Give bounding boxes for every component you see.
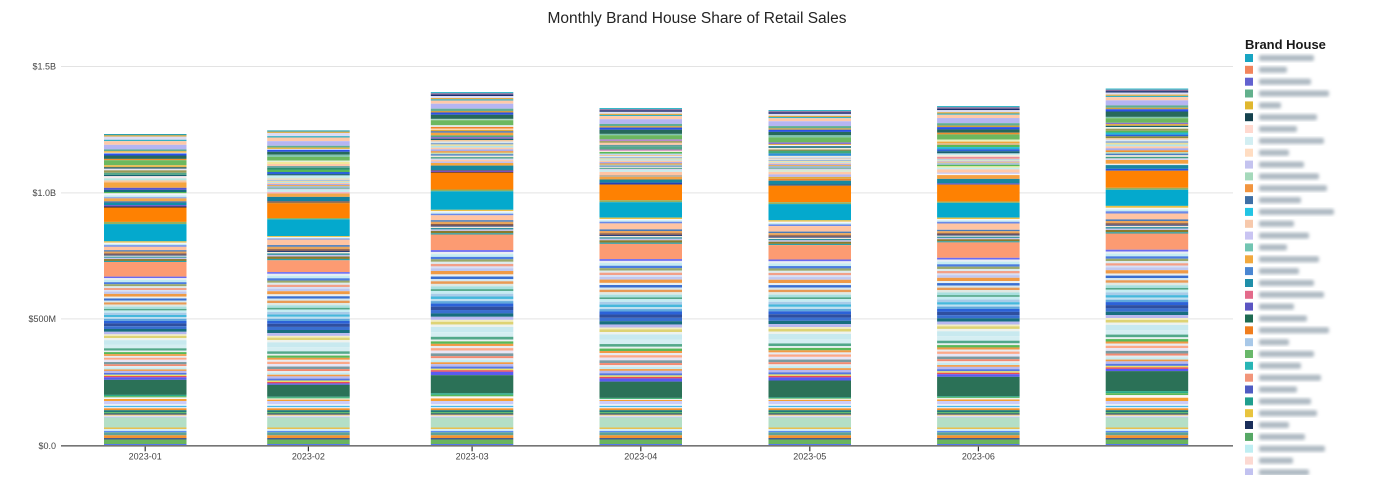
svg-text:$500M: $500M	[28, 314, 56, 324]
svg-text:2023-01: 2023-01	[129, 452, 162, 462]
svg-text:2023-02: 2023-02	[292, 452, 325, 462]
svg-text:Monthly Brand House Share of R: Monthly Brand House Share of Retail Sale…	[548, 10, 847, 27]
svg-text:Brand House: Brand House	[1245, 37, 1326, 52]
svg-text:2023-04: 2023-04	[624, 452, 657, 462]
svg-text:$1.5B: $1.5B	[32, 62, 56, 72]
svg-text:$0.0: $0.0	[38, 441, 56, 451]
svg-text:2023-05: 2023-05	[793, 452, 826, 462]
svg-text:$1.0B: $1.0B	[32, 188, 56, 198]
svg-text:2023-06: 2023-06	[962, 452, 995, 462]
svg-text:2023-03: 2023-03	[456, 452, 489, 462]
